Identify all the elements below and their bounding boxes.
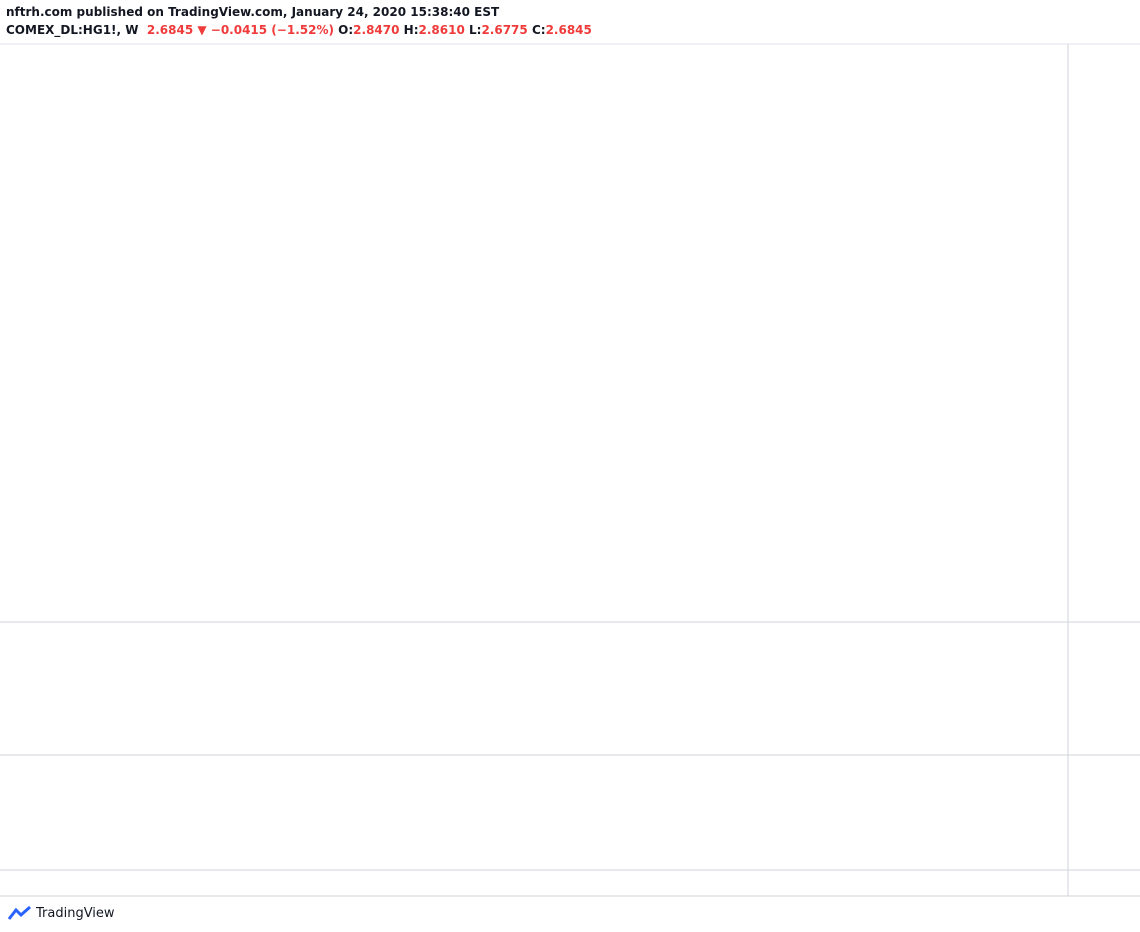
brand: TradingView bbox=[36, 905, 115, 921]
footer: TradingView bbox=[8, 905, 115, 921]
ohlc-label: H: bbox=[403, 23, 419, 37]
ohlc-label: O: bbox=[338, 23, 354, 37]
quote-line: COMEX_DL:HG1!, W 2.6845 ▼ −0.0415 (−1.52… bbox=[6, 21, 592, 39]
symbol: COMEX_DL:HG1!, W bbox=[6, 23, 139, 37]
ohlc-value: 2.8470 bbox=[353, 23, 400, 37]
chart-bg bbox=[0, 44, 1140, 896]
ohlc-value: 2.8610 bbox=[418, 23, 465, 37]
ohlc-value: 2.6775 bbox=[481, 23, 528, 37]
logo bbox=[8, 905, 31, 920]
ohlc-value: 2.6845 bbox=[545, 23, 592, 37]
ohlc-label: L: bbox=[469, 23, 482, 37]
publisher: nftrh.com published on TradingView.com, … bbox=[6, 5, 500, 19]
last-price: 2.6845 bbox=[146, 23, 194, 37]
change: ▼ −0.0415 (−1.52%) bbox=[197, 23, 334, 37]
ohlc-label: C: bbox=[531, 23, 546, 37]
header: nftrh.com published on TradingView.com, … bbox=[6, 3, 592, 39]
